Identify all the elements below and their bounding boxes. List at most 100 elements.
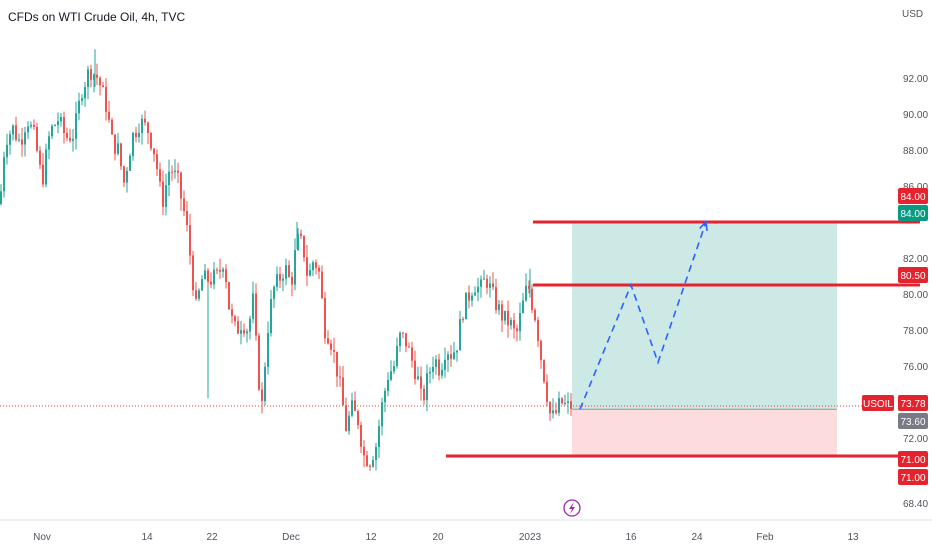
candle — [372, 460, 374, 467]
candle — [225, 269, 227, 283]
candle — [6, 144, 8, 158]
candle — [522, 300, 524, 314]
candle — [96, 74, 98, 78]
candle — [129, 155, 131, 171]
candle — [417, 376, 419, 380]
candle — [525, 285, 527, 301]
candle — [333, 349, 335, 352]
price-tick-label: 92.00 — [903, 74, 928, 85]
candle — [276, 274, 278, 287]
candle — [246, 331, 248, 334]
candle — [549, 402, 551, 414]
candle — [261, 389, 263, 402]
price-tag-label: 71.00 — [900, 473, 925, 484]
candle — [24, 132, 26, 145]
lightning-bolt-icon — [569, 502, 575, 514]
price-tick-label: 68.40 — [903, 499, 928, 510]
candle — [84, 87, 86, 99]
price-tag — [898, 469, 928, 485]
candle — [357, 411, 359, 426]
candle — [285, 265, 287, 279]
candle — [90, 69, 92, 80]
candlestick-series — [0, 49, 572, 471]
candle — [180, 172, 182, 199]
candle — [507, 310, 509, 326]
candle — [30, 124, 32, 127]
candle — [570, 401, 572, 409]
candle — [3, 157, 5, 192]
candle — [210, 281, 212, 285]
candle — [153, 148, 155, 155]
candle — [117, 143, 119, 154]
time-tick-label: 14 — [141, 532, 153, 543]
candle — [429, 371, 431, 374]
candle — [123, 166, 125, 183]
candle — [255, 293, 257, 336]
candle — [279, 274, 281, 281]
candle — [321, 271, 323, 299]
price-tag-label: 71.00 — [900, 455, 925, 466]
price-tag-label: 84.00 — [900, 192, 925, 203]
candle — [432, 366, 434, 372]
candle — [168, 171, 170, 186]
candle — [438, 359, 440, 376]
candle — [270, 299, 272, 334]
candle — [546, 381, 548, 403]
candle — [504, 310, 506, 321]
price-tick-label: 78.00 — [903, 326, 928, 337]
candle — [561, 398, 563, 404]
candle — [462, 319, 464, 321]
candle — [363, 446, 365, 456]
candle — [441, 369, 443, 376]
candle — [396, 346, 398, 367]
candle — [150, 132, 152, 149]
chart-title: CFDs on WTI Crude Oil, 4h, TVC — [8, 10, 186, 24]
candle — [144, 118, 146, 123]
candle — [39, 150, 41, 165]
candle — [252, 293, 254, 319]
candle — [558, 398, 560, 413]
candle — [174, 170, 176, 172]
candle — [492, 283, 494, 288]
price-tag — [898, 205, 928, 221]
candle — [213, 269, 215, 285]
candle — [282, 278, 284, 281]
price-tag — [898, 395, 928, 411]
candle — [99, 77, 101, 86]
candle — [237, 321, 239, 334]
candle — [423, 388, 425, 401]
candle — [156, 154, 158, 170]
candle — [552, 410, 554, 414]
candle — [159, 169, 161, 182]
candle — [132, 132, 134, 156]
candle — [531, 288, 533, 310]
candle — [72, 138, 74, 141]
candle — [384, 390, 386, 403]
symbol-tag-label: USOIL — [863, 399, 893, 410]
candle — [45, 149, 47, 185]
candle — [75, 113, 77, 139]
price-tick-label: 76.00 — [903, 362, 928, 373]
candle — [528, 285, 530, 289]
candle — [342, 377, 344, 406]
candle — [87, 69, 89, 88]
price-tag — [898, 413, 928, 429]
candle — [534, 309, 536, 321]
candle — [327, 338, 329, 344]
candle — [264, 366, 266, 402]
candle — [102, 85, 104, 88]
candle — [555, 410, 557, 413]
candle — [81, 98, 83, 101]
candle — [12, 125, 14, 135]
candle — [135, 132, 137, 138]
candle — [456, 350, 458, 353]
candle — [498, 304, 500, 311]
candle — [540, 340, 542, 361]
candle — [465, 292, 467, 320]
price-tick-label: 72.00 — [903, 434, 928, 445]
currency-label: USD — [902, 9, 924, 20]
candle — [510, 320, 512, 326]
candle — [399, 332, 401, 347]
candle — [42, 164, 44, 185]
